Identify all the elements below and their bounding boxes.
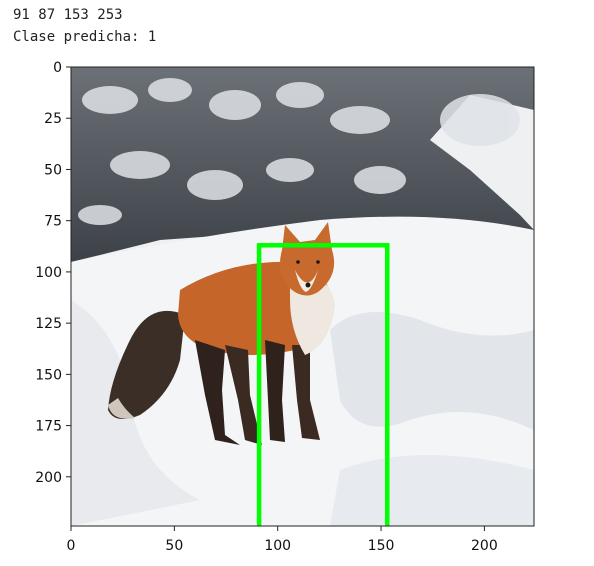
y-axis: 0 25 50 75 100 125 150 175 200 bbox=[35, 60, 71, 486]
fox bbox=[108, 222, 335, 445]
snow-on-trees bbox=[78, 78, 520, 225]
axes-frame bbox=[70, 66, 535, 527]
x-tick-label: 50 bbox=[165, 538, 183, 554]
x-tick-label: 200 bbox=[471, 538, 498, 554]
y-tick-label: 50 bbox=[44, 162, 62, 178]
photo bbox=[71, 67, 534, 526]
y-tick-label: 75 bbox=[44, 214, 62, 230]
y-tick-label: 100 bbox=[35, 265, 62, 281]
y-tick-label: 125 bbox=[35, 316, 62, 332]
y-tick-label: 200 bbox=[35, 470, 62, 486]
x-axis: 0 50 100 150 200 bbox=[67, 526, 498, 554]
bbox-output-text: 91 87 153 253 bbox=[13, 7, 123, 23]
x-tick-label: 0 bbox=[67, 538, 76, 554]
x-tick-label: 100 bbox=[264, 538, 291, 554]
y-tick-label: 0 bbox=[53, 60, 62, 76]
bounding-box bbox=[256, 243, 390, 526]
prediction-output-text: Clase predicha: 1 bbox=[13, 29, 157, 45]
y-tick-label: 150 bbox=[35, 367, 62, 383]
y-tick-label: 25 bbox=[44, 111, 62, 127]
x-tick-label: 150 bbox=[368, 538, 395, 554]
y-tick-label: 175 bbox=[35, 419, 62, 435]
